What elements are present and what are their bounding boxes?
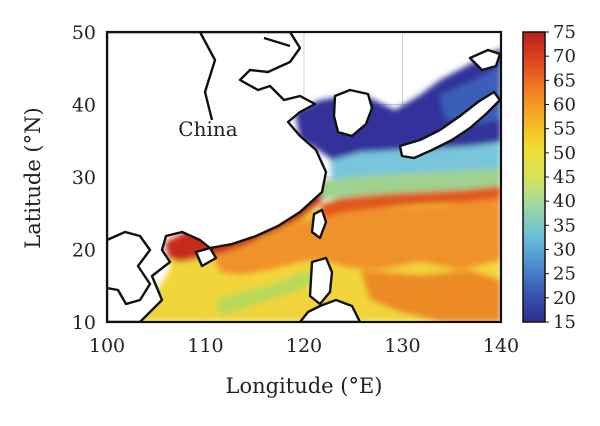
- field-orange-band: [210, 198, 501, 275]
- land-visayas: [298, 298, 362, 322]
- x-tick-label: 110: [187, 335, 223, 357]
- border-indochina: [107, 230, 152, 306]
- region-label-china: China: [178, 117, 237, 141]
- colorbar-tick-label: 15: [553, 312, 576, 333]
- x-tick-label: 140: [483, 335, 519, 357]
- plot-frame: [105, 30, 503, 324]
- colorbar-tick-label: 55: [553, 119, 576, 140]
- x-axis-ticks: 100 110 120 130 140: [89, 335, 519, 357]
- coastlines: [107, 32, 501, 322]
- x-axis-title: Longitude (°E): [226, 374, 383, 398]
- colorbar-tick-label: 25: [553, 264, 576, 285]
- colorbar-tick-label: 60: [553, 95, 576, 116]
- colorbar-tick-label: 45: [553, 167, 576, 188]
- x-tick-label: 100: [89, 335, 125, 357]
- x-tick-label: 130: [384, 335, 420, 357]
- colorbar-ticks: 15 20 25 30 35 40 45 50 55 60 65 70 75: [545, 22, 576, 333]
- land-hokkaido: [468, 48, 501, 72]
- y-axis-title: Latitude (°N): [21, 107, 45, 248]
- x-tick-label: 120: [286, 335, 322, 357]
- y-axis-ticks: 10 20 30 40 50: [72, 22, 96, 334]
- y-tick-label: 30: [72, 167, 96, 189]
- land-luzon: [308, 256, 334, 306]
- colorbar-tick-label: 75: [553, 22, 576, 43]
- border-inland-2: [263, 36, 291, 48]
- y-tick-label: 20: [72, 240, 96, 262]
- land-japan: [398, 90, 501, 160]
- colorbar-tick-label: 50: [553, 143, 576, 164]
- colorbar-tick-label: 70: [553, 46, 576, 67]
- land-mainland-asia: [107, 32, 328, 322]
- land-taiwan: [310, 208, 328, 240]
- colorbar: [522, 31, 546, 323]
- colorbar-tick-label: 65: [553, 70, 576, 91]
- field-orange-patch-se: [360, 270, 501, 322]
- colorbar-tick-label: 35: [553, 215, 576, 236]
- field-green-streak: [215, 270, 315, 316]
- colorbar-tick-label: 40: [553, 191, 576, 212]
- y-tick-label: 50: [72, 22, 96, 44]
- colorbar-tick-label: 30: [553, 240, 576, 261]
- land-hainan: [194, 246, 218, 268]
- y-tick-label: 40: [72, 95, 96, 117]
- colorbar-tick-label: 20: [553, 288, 576, 309]
- border-inland-1: [198, 32, 217, 121]
- y-tick-label: 10: [72, 312, 96, 334]
- land-korea: [332, 88, 374, 138]
